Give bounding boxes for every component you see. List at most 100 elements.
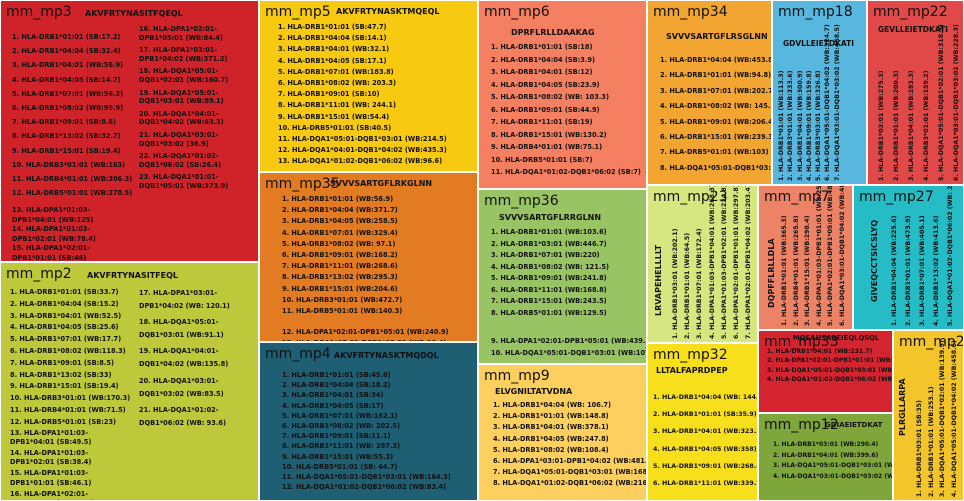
allele-item: 9. HLA-DRB1*15:01 (SB:19.4) [12,146,121,155]
allele-item: 2. HLA-DRB1*04:04 (SB:3.9) [491,55,595,64]
tile-mm-mp27: mm_mp27 GIVEQCCTSICSLYQ 1. HLA-DRB1*04:0… [853,185,964,330]
tile-mm-mp22: mm_mp22 GEVLLEIETDKATI 1. HLA-DRB1*03:01… [867,0,964,185]
peptide-sequence: MQEAHSAREIEQLQSQL [793,334,880,342]
allele-item: 5. HLA-DRB1*09:01 (WB:268.4) [653,462,758,470]
allele-item: 1. HLA-DRB1*01:01 (SB:18) [491,43,593,51]
allele-item: 9. HLA-DPA1*02:01-DPB1*05:01 (WB:439.5) [491,337,647,345]
allele-item: 3. HLA-DRB1*04:01 (WB:56.9) [12,61,124,70]
tile-mm-mp7: mm_mp7 DQPFFLRLLDLA 1. HLA-DRB1*01:01 (W… [758,185,853,330]
allele-list: 1. HLA-DRB1*04:04 (WB:453.8) 2. HLA-DRB1*… [660,53,772,176]
allele-item: 7. HLA-DQA1*05:01-DQB1*03:01 (WB:168.6) [493,468,647,477]
allele-item: 3. HLA-DQA1*05:01-DQB1*03:01 (WB:254.7) [767,366,893,374]
allele-item: 1. HLA-DRB1*01:01 (SB:45.6) [282,371,391,379]
allele-item: 10. HLA-DQA1*05:01-DQB1*03:01 (WB:107) [491,348,647,357]
allele-item: 2. HLA-DRB1*04:04 (SB:32.4) [12,47,121,56]
allele-item: 1. HLA-DRB1*04:04 (WB: 106.7) [493,401,611,409]
allele-item: 5. HLA-DQA1*05:01-DQB1*02:01 (WB:318.3) [938,24,945,181]
allele-item: 15. HLA-DPA1*01:03-DPB1*01:01 (SB:46.1) [10,469,92,487]
allele-item: 3. HLA-DQA1*05:01-DQB1*03:01 (WB:473.1) [773,462,893,470]
allele-item: 1. HLA-DRB1*01:01 (SB:17.2) [12,33,121,41]
allele-item: 13. HLA-DPA1*01:03-DPB1*04:01 (SB:49.5) [10,428,92,446]
allele-item: 18. HLA-DQA1*05:01-DQB1*03:01 (WB:91.1) [139,318,224,340]
allele-item: 2. HLA-DRB4*01:01 (WB:265.8) [792,215,800,326]
peptide-sequence: GIVEQCCTSICSLYQ [870,219,879,302]
peptide-sequence: SVVVSARTGFLRRGLNN [499,213,602,222]
allele-item: 17. HLA-DPA1*03:01-DPB1*04:02 (WB:371.2) [139,46,228,63]
allele-item: 10. HLA-DRB5*01:01 (SB:40.5) [278,123,392,132]
allele-item: 7. HLA-DRB1*09:01 (SB:8.6) [12,118,116,127]
allele-item: 7. HLA-DRB1*09:01 (SB:8.5) [10,358,114,367]
allele-item: 9. HLA-DRB1*15:01 (WB:54.4) [278,112,390,121]
peptide-sequence: PLRGLLARPA [898,378,907,436]
allele-item: 3. HLA-DRB1*04:01 (WB:378.1) [493,423,609,432]
allele-item: 3. HLA-DRB1*15:01 (WB:298.4) [804,215,812,326]
allele-item: 16. HLA-DPA1*02:01-DPB1*05:01 (WB:84.4) [139,25,223,42]
allele-item: 6. HLA-DRB1*09:01 (WB:168.2) [282,251,398,260]
allele-item: 8. HLA-DQA1*01:02-DQB1*06:02 (WB:216.1) [493,479,647,488]
allele-item: 10. HLA-DRB3*01:01 (WB:163) [12,160,126,169]
allele-list: 1. HLA-DRB1*01:01 (SB:45.6) 2. HLA-DRB1*0… [282,370,451,492]
peptide-sequence: SVVVSARTGFLRSGLNN [666,32,768,41]
allele-item: 3. HLA-DRB1*07:01 (WB:172.4) [696,228,704,339]
tile-mm-mp35: mm_mp35 SVVVSARTGFLRKGLNN 1. HLA-DRB1*01… [259,172,478,342]
allele-item: 12. HLA-DQA1*04:01-DQB1*04:02 (WB:435.3) [278,146,447,155]
allele-item: 5. HLA-DRB1*09:01 (WB:241.8) [491,274,607,282]
allele-list: 1. HLA-DRB1*01:01 (SB:17.2) 2. HLA-DRB1*0… [12,30,133,261]
allele-item: 4. HLA-DRB1*04:05 (SB:17) [282,401,384,410]
allele-item: 8. HLA-DRB1*15:01 (WB:130.2) [491,130,607,139]
allele-item: 6. HLA-DRB1*08:02 (WB:99.9) [12,104,124,113]
allele-list: 1. HLA-DRB1*03:01 (WB:275.3) 2. HLA-DRB1*… [874,24,963,181]
allele-item: 6. HLA-DRB1*11:01 (WB:339.5) [653,480,758,488]
allele-item: 7. HLA-DRB1*15:01 (WB:243.5) [491,297,607,305]
allele-item: 16. HLA-DPA1*02:01-DPB1*05:01 (WB:50.9) [10,489,94,500]
allele-item: 21. HLA-DQA1*03:01-DQB1*03:02 (36.9) [139,130,219,148]
allele-item: 11. HLA-DRB4*01:01 (WB:306.3) [12,175,133,184]
allele-item: 4. HLA-DRB1*04:05 (SB:23.9) [491,80,600,89]
allele-item: 12. HLA-DPA1*02:01-DPB1*05:01 (WB:240.9) [282,328,449,337]
allele-item: 11. HLA-DQA1*05:01-DQB1*03:01 (WB:164.3) [282,473,451,482]
tile-label: mm_mp33 [764,334,839,350]
allele-item: 3. HLA-DRB1*04:01 (WB:52.5) [10,311,122,320]
allele-item: 8. HLA-DRB1*11:01 (WB: 244.1) [278,101,396,110]
allele-item: 1. HLA-DRB1*04:04 (WB:225.6) [891,215,898,326]
allele-item: 4. HLA-DRB1*09:01 (WB:159.8) [805,70,813,181]
allele-item: 6. HLA-DRB1*09:01 (SB:44.9) [491,105,600,114]
peptide-sequence: GDIAEIETDKAT [825,421,883,429]
tile-label: mm_mp3 [6,4,72,20]
allele-item: 7. HLA-DPA1*02:01-DPB1*04:02 (WB:203.4) [745,185,753,339]
allele-item: 14. HLA-DPA1*01:03-DPB1*02:01 (SB:38.4) [10,448,92,467]
allele-item: 5. HLA-DQA1*01:02-DQB1*06:02 (WB: 291.5) [947,185,954,326]
allele-item: 4. HLA-DRB1*07:01 (WB:329.4) [282,228,398,237]
peptide-sequence: LLTALFAPRDPEP [656,366,728,375]
peptide-sequence: GEVLLEIETDKATI [878,25,948,34]
allele-item: 2. HLA-DRB1*04:04 (SB:14.1) [278,34,387,43]
allele-item: 7. HLA-DRB5*01:01 (WB:103) [660,148,769,157]
allele-item: 2. HLA-DPA1*02:01-DPB1*01:01 (WB:375.5) [767,357,893,365]
allele-item: 6. HLA-DPA1*03:01-DPB1*04:02 (WB:481.5) [493,457,647,466]
tile-mm-mp36: mm_mp36 SVVVSARTGFLRRGLNN 1. HLA-DRB1*01… [478,189,647,364]
allele-item: 3. HLA-DRB1*04:01 (WB:323.2) [653,428,758,436]
tile-label: mm_mp4 [265,346,331,362]
allele-item: 3. HLA-DRB1*07:01 (WB:220) [491,251,600,259]
tile-mm-mp9: mm_mp9 ELVGNILTATVDNA 1. HLA-DRB1*04:04 … [478,364,647,501]
tile-mm-mp4: mm_mp4 AKVFRTYNASKTMQDQL 1. HLA-DRB1*01:… [259,342,478,501]
allele-item: 1. HLA-DRB1*03:01 (SB:35) [916,400,923,497]
tile-mm-mp34: mm_mp34 SVVVSARTGFLRSGLNN 1. HLA-DRB1*04… [647,0,772,185]
tile-label: mm_mp6 [484,4,550,20]
allele-list: 1. HLA-DRB1*04:04 (WB: 144.5) 2. HLA-DRB1… [653,389,758,492]
allele-item: 2. HLA-DRB1*01:01 (WB:253.1) [927,386,935,497]
allele-item: 4. HLA-DRB3*01:01 (WB:159.2) [923,70,930,181]
allele-item: 4. HLA-DPA1*01:03-DPB1*04:01 (WB:268.3) [708,185,716,339]
allele-item: 6. HLA-DRB1*08:02 (WB: 203.3) [278,79,396,88]
tile-mm-mp5: mm_mp5 AKVFRTYNASKTMQEQL 1. HLA-DRB1*01:… [259,0,478,172]
allele-item: 3. HLA-DRB1*04:01 (WB:32.1) [278,45,390,54]
tile-label: mm_mp24 [899,334,964,350]
allele-item: 6. HLA-DRB1*15:01 (WB:239.3) [660,133,772,142]
tile-label: mm_mp23 [653,189,728,205]
allele-item: 1. HLA-DRB1*03:01 (WB:202.1) [672,228,679,339]
allele-item: 5. HLA-DRB1*07:01 (WB:162.1) [282,411,398,420]
allele-item: 2. HLA-DRB1*04:04 (SB:18.2) [282,381,391,390]
allele-item: 7. HLA-DQA1*03:01-DQB1*03:02 (WB:458.5) [833,24,841,181]
allele-item: 6. HLA-DRB1*11:01 (WB:168.8) [491,285,607,294]
allele-item: 4. HLA-DRB1*04:05 (WB:247.8) [493,434,609,443]
